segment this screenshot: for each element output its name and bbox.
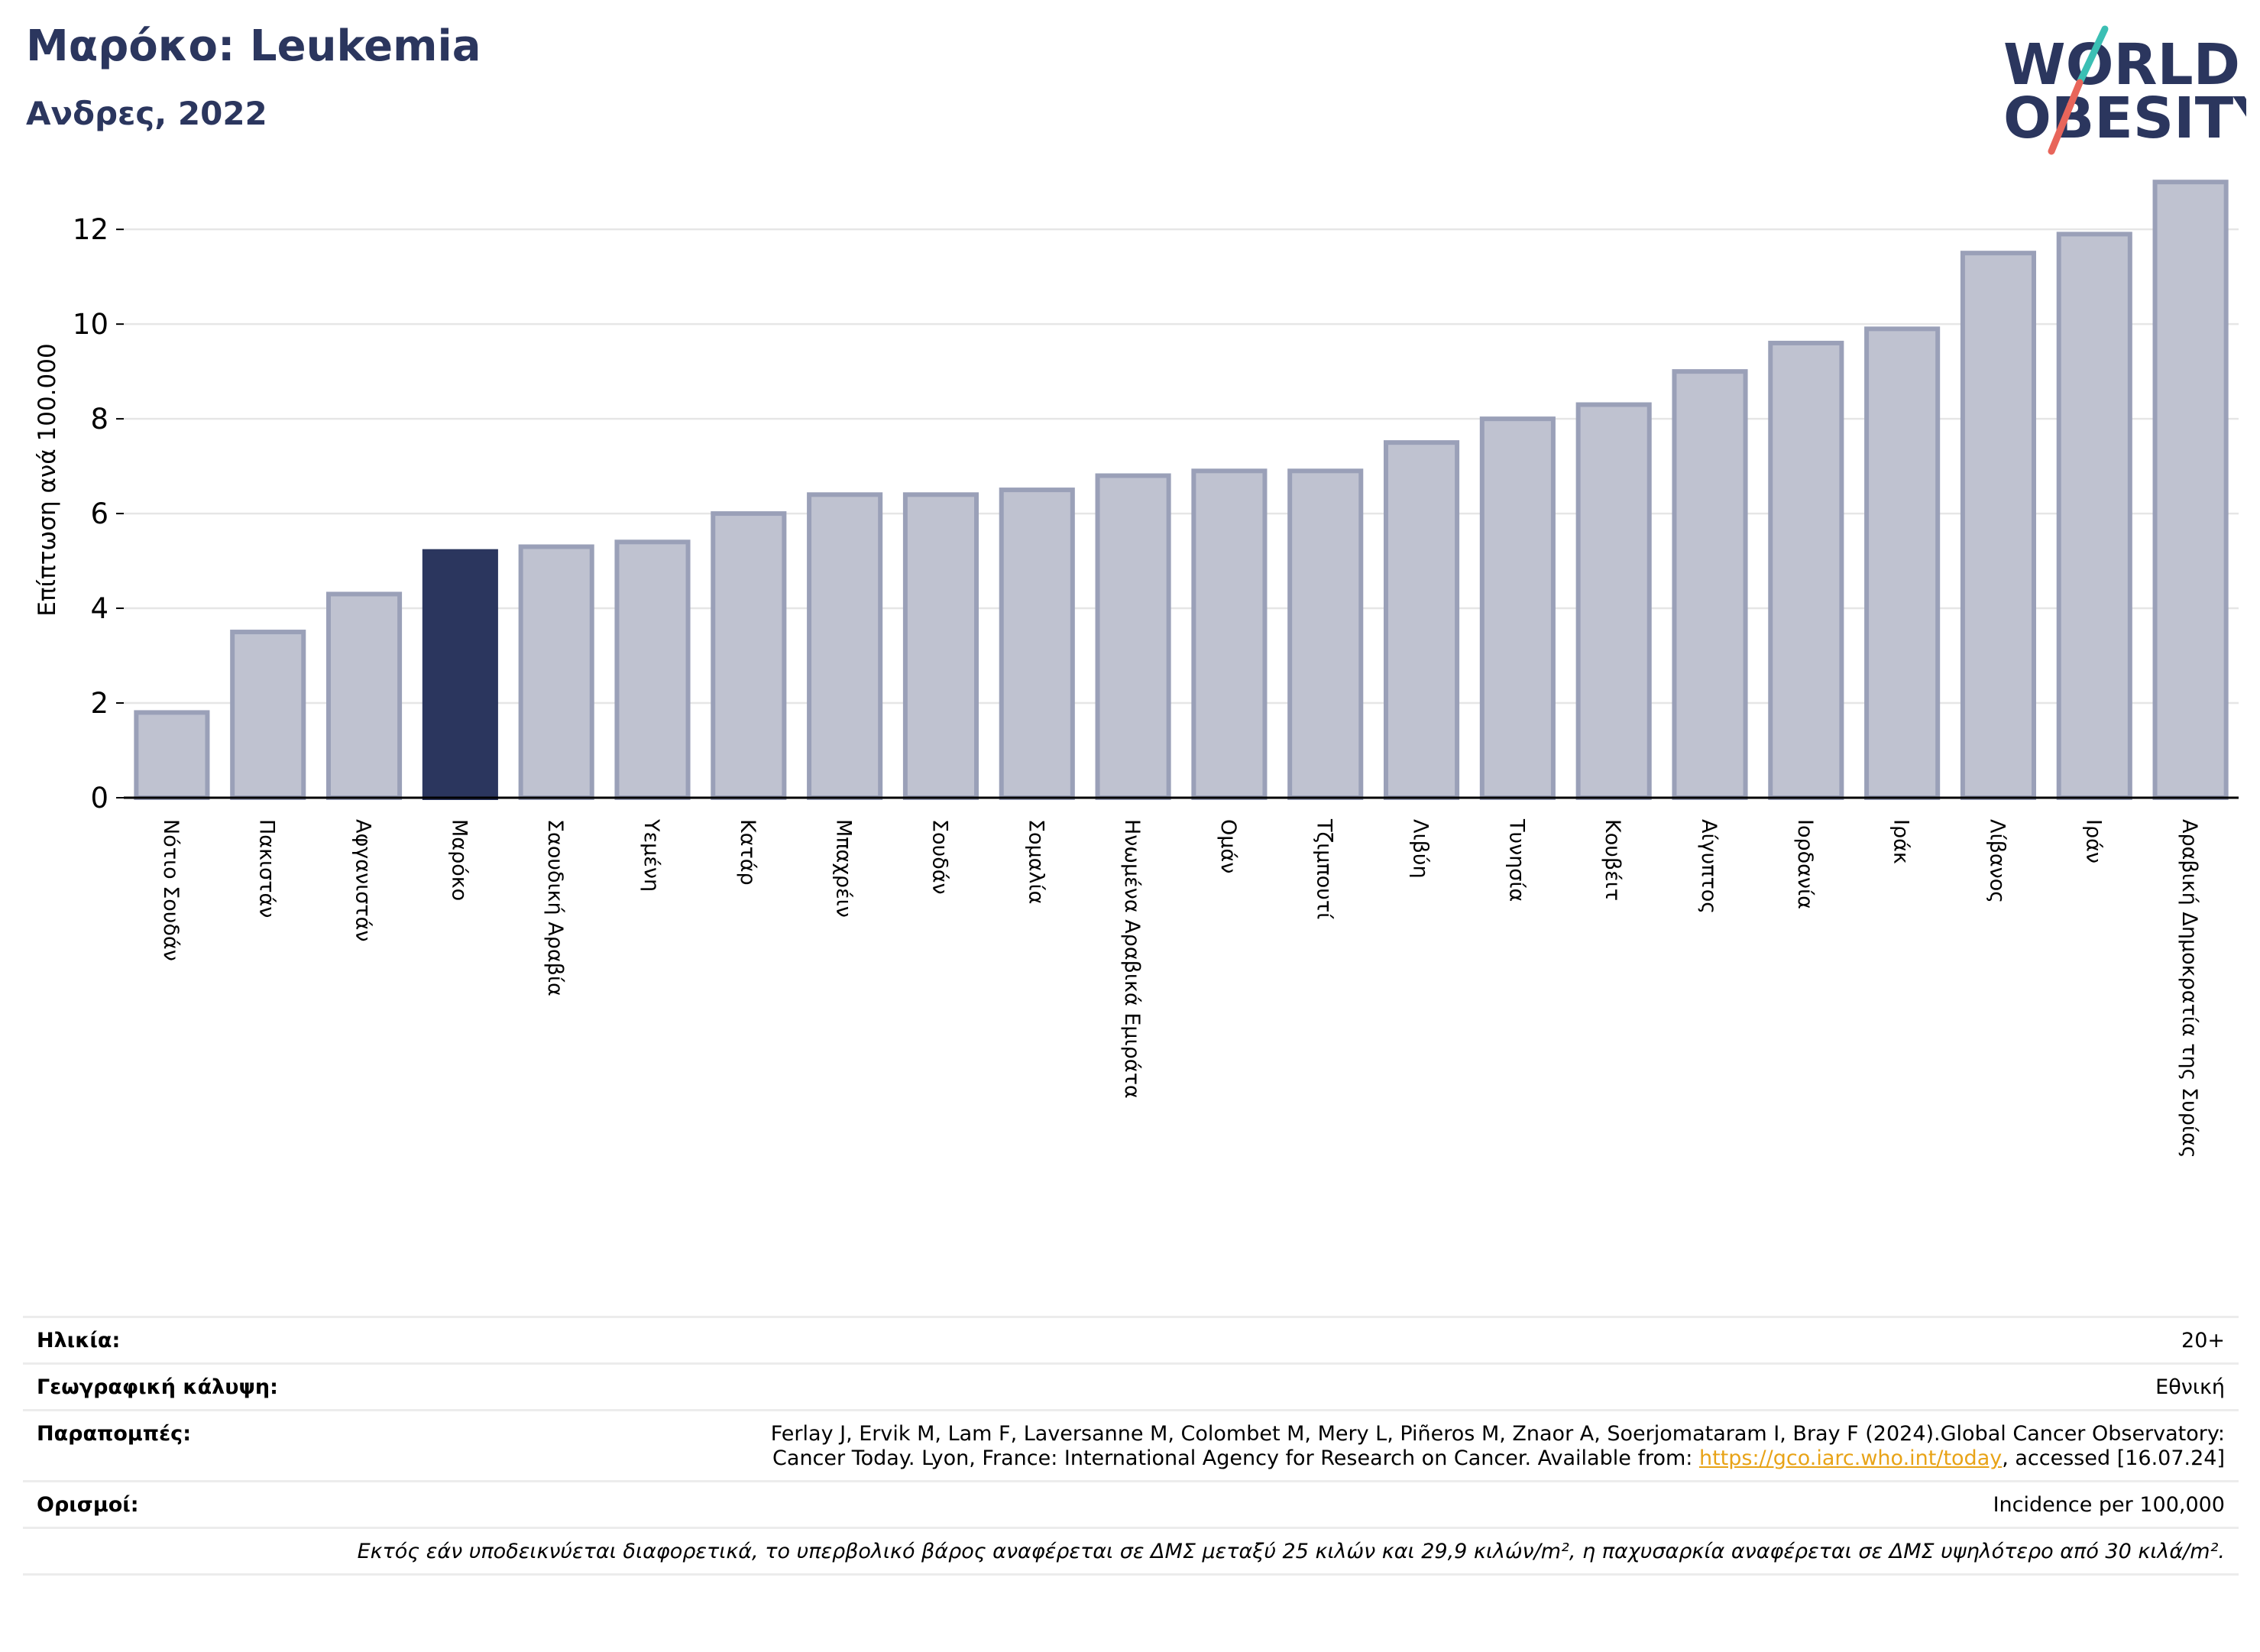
bar [1960,251,2037,800]
x-tick-label: Ηνωμένα Αραβικά Εμιράτα [1120,819,1144,1099]
x-tick-label: Ιορδανία [1793,819,1817,909]
x-tick-label: Λίβανος [1985,819,2009,903]
x-tick-label: Κουβέιτ [1601,819,1624,901]
x-tick-label: Αραβική Δημοκρατία της Συρίας [2177,819,2201,1158]
logo-slash-bottom [2048,79,2084,155]
y-tick-label: 12 [73,213,108,246]
logo-line-obesity: OBESITY [2003,86,2246,151]
bar [1575,402,1652,800]
bar [1191,468,1268,801]
y-tick-label: 0 [90,782,108,815]
x-tick-label: Τζιμπουτί [1313,818,1336,919]
x-tick-label: Σουδάν [928,819,951,895]
y-tick-label: 6 [90,497,108,530]
coverage-value: Εθνική [2155,1375,2225,1399]
x-tick-label: Σομαλία [1024,819,1047,904]
bar [1287,468,1364,801]
bar [518,544,594,800]
info-table: Ηλικία: 20+ Γεωγραφική κάλυψη: Εθνική Πα… [23,1316,2239,1576]
y-tick-label: 2 [90,687,108,720]
references-line1: Ferlay J, Ervik M, Lam F, Laversanne M, … [770,1422,2225,1446]
logo-line-world: WORLD [2003,32,2240,98]
bar [1768,340,1844,800]
bar [1672,369,1748,800]
x-tick-label: Μπαχρέιν [832,819,856,918]
bar [2056,232,2132,801]
bar [614,539,691,801]
bar [1864,326,1941,800]
x-tick-label: Μαρόκο [447,819,471,901]
coverage-label: Γεωγραφική κάλυψη: [37,1375,278,1399]
info-row-definitions: Ορισμοί: Incidence per 100,000 [23,1480,2239,1527]
bar [1095,473,1171,801]
x-tick-label: Ιράκ [1889,819,1913,864]
bar [325,591,403,800]
bar [134,710,210,801]
y-tick-labels: 0 2 4 6 8 10 12 [73,213,124,815]
x-tick-labels: Νότιο Σουδάν Πακιστάν Αφγανιστάν Μαρόκο Σαου… [159,818,2201,1158]
x-tick-label: Τυνησία [1504,818,1528,902]
info-row-note: Εκτός εάν υποδεικνύεται διαφορετικά, το … [23,1527,2239,1576]
info-row-references: Παραπομπές: Ferlay J, Ervik M, Lam F, La… [23,1409,2239,1480]
age-label: Ηλικία: [37,1329,121,1352]
x-tick-label: Λιβύη [1409,819,1433,879]
age-value: 20+ [2181,1329,2225,1352]
definitions-label: Ορισμοί: [37,1493,139,1517]
world-obesity-logo: WORLD OBESITY [2003,25,2246,155]
x-tick-label: Υεμένη [639,818,663,892]
info-row-coverage: Γεωγραφική κάλυψη: Εθνική [23,1362,2239,1409]
x-tick-label: Νότιο Σουδάν [159,819,183,961]
x-tick-label: Ομάν [1216,819,1240,873]
bar [1383,440,1460,800]
bar [999,488,1075,800]
bar [807,492,883,801]
y-tick-label: 10 [73,308,108,341]
logo-slash-top [2076,25,2109,86]
bar [902,492,979,801]
x-tick-label: Ιράν [2081,819,2105,863]
x-tick-label: Αίγυπτος [1697,819,1721,914]
bars [134,180,2229,801]
references-line2-post: , accessed [16.07.24] [2002,1446,2225,1470]
y-axis-label: Επίπτωση ανά 100.000 [34,343,61,616]
references-label: Παραπομπές: [37,1422,191,1446]
definitions-value: Incidence per 100,000 [1993,1493,2225,1517]
references-value: Ferlay J, Ervik M, Lam F, Laversanne M, … [771,1422,2225,1471]
chart-subtitle: Ανδρες, 2022 [26,95,267,132]
x-tick-label: Σαουδική Αραβία [543,819,567,996]
y-tick-label: 4 [90,592,108,625]
bar [1479,416,1556,800]
bar [2152,180,2229,800]
x-tick-label: Πακιστάν [255,819,279,918]
references-line2-pre: Cancer Today. Lyon, France: Internationa… [772,1446,1699,1470]
info-row-age: Ηλικία: 20+ [23,1316,2239,1362]
x-tick-label: Κατάρ [736,819,759,886]
references-link[interactable]: https://gco.iarc.who.int/today [1698,1446,2003,1470]
bar [230,630,306,800]
bar [422,549,498,800]
y-tick-label: 8 [90,403,108,436]
bar [711,511,787,800]
x-tick-label: Αφγανιστάν [351,819,375,942]
footnote: Εκτός εάν υποδεικνύεται διαφορετικά, το … [357,1540,2225,1563]
bar-chart: 0 2 4 6 8 10 12 Νότιο Σουδάν Πακιστάν Αφγανιστάν… [34,180,2239,1158]
chart-title: Μαρόκο: Leukemia [26,21,481,71]
